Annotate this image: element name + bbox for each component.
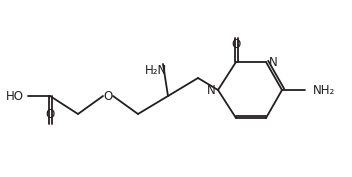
Text: N: N xyxy=(207,84,215,96)
Text: O: O xyxy=(45,109,55,121)
Text: N: N xyxy=(269,56,277,68)
Text: H₂N: H₂N xyxy=(145,64,167,78)
Text: O: O xyxy=(231,39,241,52)
Text: O: O xyxy=(103,90,113,102)
Text: HO: HO xyxy=(6,90,24,102)
Text: NH₂: NH₂ xyxy=(313,84,335,96)
